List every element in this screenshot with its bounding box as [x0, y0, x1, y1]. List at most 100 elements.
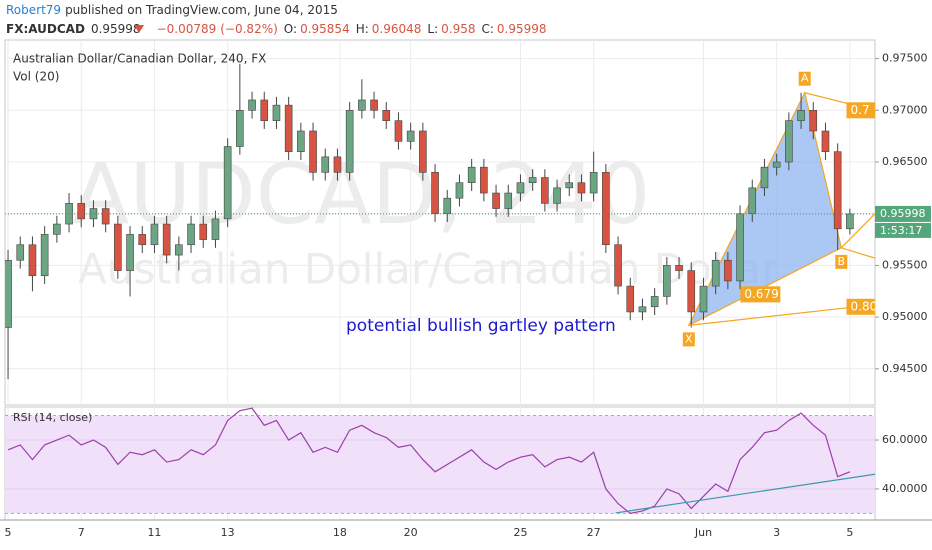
candle-body — [785, 120, 793, 163]
change-pct: (−0.82%) — [220, 22, 278, 36]
ohlc-label: O: — [284, 22, 297, 36]
candle-body — [333, 156, 342, 173]
y-tick-label: 60.0000 — [882, 433, 928, 446]
candle-body — [358, 99, 366, 111]
header-line: Robert79 published on TradingView.com, Ju… — [6, 3, 338, 17]
rsi-line — [7, 407, 851, 515]
candle-body — [467, 166, 476, 183]
ratio-label: 0.679 — [744, 287, 778, 301]
countdown: 1:53:17 — [880, 224, 922, 237]
x-tick-label: 5 — [846, 526, 853, 539]
ratio-label: 0.80 — [851, 299, 878, 313]
candle-body — [53, 223, 61, 235]
candle-body — [431, 172, 439, 215]
candle-body — [394, 120, 403, 142]
pattern-point-label: X — [685, 332, 693, 345]
ratio-box — [846, 298, 875, 315]
rsi-plot — [5, 407, 875, 515]
ohlc-value: 0.95854 — [300, 22, 350, 36]
pattern-line — [688, 304, 875, 326]
overlay: 0.945000.950000.955000.960000.965000.970… — [0, 25, 932, 539]
x-tick-label: 5 — [5, 526, 12, 539]
candle-body — [821, 130, 830, 152]
pattern-point-box — [798, 71, 811, 86]
pattern-line — [840, 213, 875, 249]
x-tick-label: 20 — [404, 526, 418, 539]
candle-body — [248, 99, 256, 111]
candle-body — [492, 192, 500, 209]
candle-body — [187, 223, 195, 246]
candle-body — [5, 259, 12, 328]
candle-body — [455, 182, 464, 199]
candle-body — [101, 208, 110, 225]
candle-body — [199, 223, 208, 240]
price-tag — [875, 205, 931, 222]
candle-body — [406, 130, 415, 142]
candle-body — [126, 234, 134, 271]
price-plot: 0.679 0.80 0.7 — [5, 63, 878, 380]
rsi-trendline — [615, 473, 875, 514]
candle-body — [309, 130, 317, 173]
candle-body — [565, 182, 574, 189]
volume-label: Vol (20) — [13, 70, 59, 84]
down-arrow — [134, 25, 144, 33]
ratio-label: 0.7 — [851, 103, 870, 117]
author: Robert79 — [6, 3, 61, 17]
candle-body — [175, 244, 183, 256]
x-tick-label: 7 — [78, 526, 85, 539]
x-tick-label: Jun — [694, 526, 712, 539]
chart-title: Australian Dollar/Canadian Dollar, 240, … — [13, 52, 266, 66]
annotation: potential bullish gartley pattern — [346, 316, 616, 336]
candle-body — [504, 192, 513, 209]
candle-body — [638, 306, 647, 313]
candle-body — [16, 244, 25, 261]
last-price: 0.95998 — [91, 22, 141, 36]
candle-body — [40, 234, 49, 277]
x-tick-label: 11 — [147, 526, 161, 539]
candle-body — [297, 130, 305, 152]
candle-body — [223, 146, 232, 220]
pattern-point-label: B — [838, 255, 846, 268]
price-tag-label: 0.95998 — [880, 207, 926, 220]
candle-body — [772, 161, 781, 168]
ohlc-label: C: — [482, 22, 494, 36]
candle-body — [480, 166, 488, 194]
pane-frame — [4, 39, 876, 406]
x-tick-label: 13 — [221, 526, 235, 539]
candle-body — [724, 259, 732, 282]
y-tick-label: 0.97000 — [882, 103, 928, 116]
candle-body — [589, 172, 598, 194]
candle-body — [382, 110, 391, 121]
y-tick-label: 40.0000 — [882, 482, 928, 495]
candle-body — [833, 151, 842, 230]
candle-body — [675, 265, 683, 271]
rsi-label: RSI (14, close) — [13, 411, 92, 424]
ratio-box — [740, 286, 781, 303]
candle-body — [370, 99, 378, 111]
y-tick-label: 0.96500 — [882, 155, 928, 168]
candle-body — [162, 223, 171, 256]
candle-body — [748, 187, 757, 215]
candle-body — [236, 110, 244, 147]
watermark: AUDCAD, 240 — [72, 145, 650, 243]
y-tick-label: 0.97500 — [882, 52, 928, 65]
x-tick-label: 27 — [587, 526, 601, 539]
ohlc-label: H: — [356, 22, 369, 36]
candle-body — [577, 182, 586, 194]
candle-body — [150, 223, 159, 246]
candle-body — [614, 244, 622, 287]
candle-body — [602, 172, 610, 246]
y-tick-label: 0.95500 — [882, 258, 928, 271]
y-tick-label: 0.94500 — [882, 362, 928, 375]
candle-body — [516, 182, 525, 194]
candle-body — [260, 99, 269, 121]
x-tick-label: 18 — [333, 526, 347, 539]
symbol: FX:AUDCAD — [6, 22, 85, 36]
candle-body — [699, 285, 708, 313]
published: published on TradingView.com, June 04, 2… — [65, 3, 338, 17]
candle-body — [443, 197, 452, 215]
candle-body — [736, 213, 744, 282]
candle-body — [687, 270, 696, 313]
ohlc-label: L: — [427, 22, 438, 36]
